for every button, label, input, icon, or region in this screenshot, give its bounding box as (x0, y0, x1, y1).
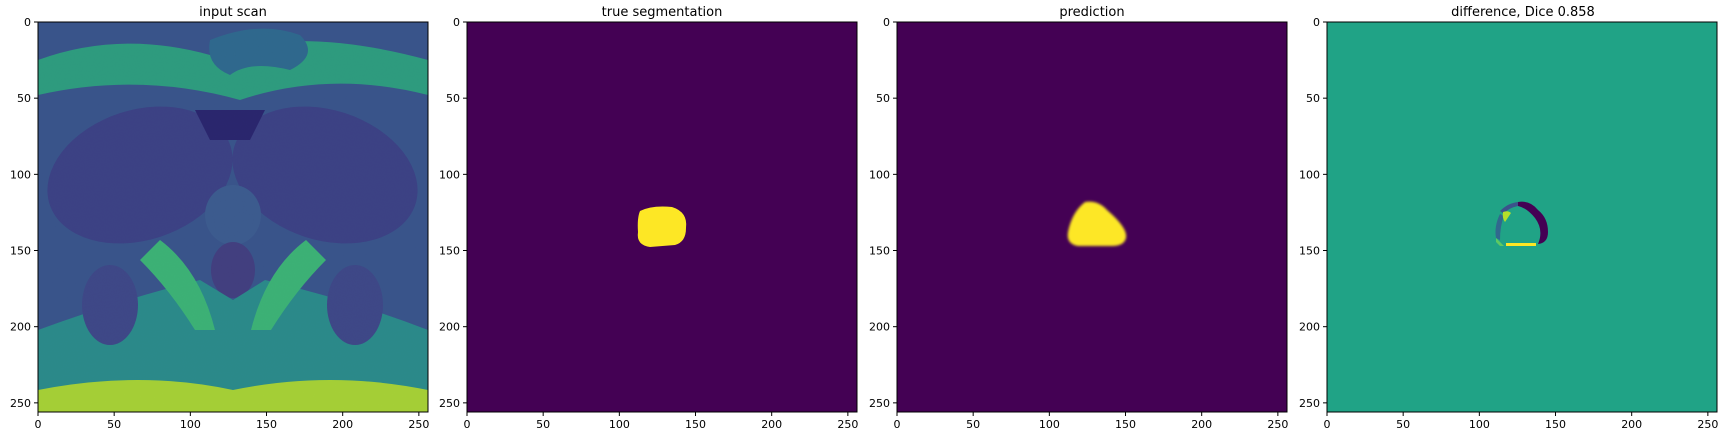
panel-title: prediction (1059, 5, 1124, 20)
x-tick-label: 250 (1267, 418, 1288, 431)
x-tick-label: 100 (1039, 418, 1060, 431)
difference-false-positive (1518, 201, 1548, 244)
x-tick-label: 100 (1469, 418, 1490, 431)
panel-input-scan: input scan (37, 5, 429, 413)
y-tick-label: 250 (10, 397, 31, 410)
y-tick-label: 200 (439, 321, 460, 334)
x-tick-label: 150 (1545, 418, 1566, 431)
x-tick-label: 200 (1191, 418, 1212, 431)
x-tick-label: 0 (464, 418, 471, 431)
mri-scan-image (38, 22, 428, 412)
y-tick-label: 200 (869, 321, 890, 334)
y-tick-label: 50 (1306, 92, 1320, 105)
x-tick-label: 250 (1697, 418, 1718, 431)
y-tick-label: 150 (439, 245, 460, 258)
prediction-mask (1067, 201, 1127, 246)
x-tick-label: 50 (536, 418, 550, 431)
x-tick-label: 150 (1115, 418, 1136, 431)
y-tick-label: 0 (24, 16, 31, 29)
axes-frame (896, 21, 1288, 413)
x-tick-label: 50 (1396, 418, 1410, 431)
x-tick-label: 250 (408, 418, 429, 431)
x-tick-label: 200 (332, 418, 353, 431)
y-tick-label: 50 (876, 92, 890, 105)
y-tick-label: 250 (1299, 397, 1320, 410)
y-tick-label: 100 (10, 168, 31, 181)
y-tick-label: 150 (10, 245, 31, 258)
prediction-image (897, 22, 1287, 412)
panel-title: true segmentation (602, 5, 723, 20)
x-tick-label: 0 (35, 418, 42, 431)
y-tick-label: 100 (1299, 168, 1320, 181)
y-tick-label: 150 (869, 245, 890, 258)
y-tick-label: 0 (453, 16, 460, 29)
y-tick-label: 250 (869, 397, 890, 410)
panel-title: difference, Dice 0.858 (1451, 5, 1595, 20)
y-tick-label: 200 (1299, 321, 1320, 334)
x-tick-label: 150 (685, 418, 706, 431)
y-tick-label: 50 (17, 92, 31, 105)
y-tick-label: 50 (446, 92, 460, 105)
axes-frame (37, 21, 429, 413)
y-tick-label: 150 (1299, 245, 1320, 258)
y-tick-label: 0 (883, 16, 890, 29)
axes-frame (1326, 21, 1718, 413)
x-tick-label: 0 (1324, 418, 1331, 431)
segmentation-image (467, 22, 857, 412)
x-tick-label: 50 (107, 418, 121, 431)
x-tick-label: 150 (256, 418, 277, 431)
x-tick-label: 100 (609, 418, 630, 431)
difference-false-negative (1502, 211, 1511, 222)
panel-difference: difference, Dice 0.858 (1326, 5, 1718, 413)
y-tick-label: 200 (10, 321, 31, 334)
y-tick-label: 0 (1313, 16, 1320, 29)
x-tick-label: 100 (180, 418, 201, 431)
axis-ticks-layer: 0 50 100 150 200 250 0 50 100 150 200 250 0 50 100 150 2… (10, 16, 1718, 431)
y-tick-label: 250 (439, 397, 460, 410)
difference-image (1327, 22, 1717, 412)
x-tick-label: 50 (966, 418, 980, 431)
segmentation-mask (637, 206, 687, 247)
x-tick-label: 200 (761, 418, 782, 431)
y-tick-label: 100 (869, 168, 890, 181)
x-tick-label: 200 (1621, 418, 1642, 431)
panel-prediction: prediction (896, 5, 1288, 413)
y-tick-label: 100 (439, 168, 460, 181)
x-tick-label: 0 (894, 418, 901, 431)
panel-title: input scan (199, 5, 267, 20)
x-tick-label: 250 (837, 418, 858, 431)
axes-frame (466, 21, 858, 413)
panel-true-segmentation: true segmentation (466, 5, 858, 413)
